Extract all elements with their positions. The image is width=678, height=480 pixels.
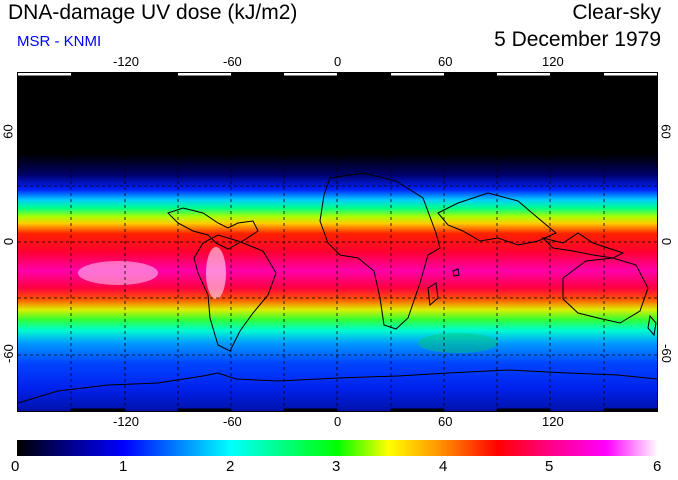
coast-island <box>452 268 460 277</box>
right-lat-tick-label: 0 <box>659 237 675 246</box>
cloudband-patch <box>418 333 498 353</box>
colorbar-tick-label: 3 <box>332 458 341 475</box>
coast-new-zealand <box>647 314 657 337</box>
left-lat-tick-label: -60 <box>0 344 16 363</box>
sky-condition-label: Clear-sky <box>572 1 661 24</box>
colorbar-tick-label: 2 <box>226 458 235 475</box>
date-label: 5 December 1979 <box>494 28 661 51</box>
bottom-lon-tick-label: 120 <box>542 414 564 429</box>
coast-antarctica <box>18 369 657 404</box>
coast-south-america <box>193 234 277 352</box>
right-lat-tick-label: 60 <box>658 124 674 139</box>
top-lon-tick-label: 0 <box>334 54 342 69</box>
bottom-lon-tick-label: 60 <box>438 414 453 429</box>
colorbar-gradient <box>17 440 658 456</box>
left-lat-tick-label: 60 <box>0 124 16 139</box>
top-lon-tick-label: -60 <box>223 54 242 69</box>
right-lat-tick-label: -60 <box>658 344 674 363</box>
colorbar-tick-label: 4 <box>439 458 448 475</box>
top-lon-tick-label: -120 <box>113 54 140 69</box>
colorbar-tick-label: 6 <box>653 458 662 475</box>
map-title: DNA-damage UV dose (kJ/m2) <box>8 1 298 24</box>
graticule <box>18 73 657 411</box>
source-label: MSR - KNMI <box>17 33 102 50</box>
colorbar-tick-label: 5 <box>545 458 554 475</box>
bottom-lon-tick-label: 0 <box>334 414 342 429</box>
colorbar-tick-label: 0 <box>11 458 20 475</box>
peak-dose-patch <box>78 261 158 285</box>
top-lon-tick-label: 60 <box>438 54 453 69</box>
left-lat-tick-label: 0 <box>1 237 17 246</box>
coast-africa <box>319 172 441 330</box>
colorbar-tick-label: 1 <box>119 458 128 475</box>
uv-dose-map-canvas <box>18 73 657 411</box>
coast-north-america <box>167 207 259 250</box>
top-lon-tick-label: 120 <box>542 54 564 69</box>
coastlines <box>18 172 657 404</box>
colorbar-canvas <box>17 440 658 456</box>
uv-dose-map <box>17 72 658 412</box>
coast-arabia-asia <box>437 192 557 246</box>
colorbar <box>17 440 658 456</box>
coast-indonesia <box>541 232 625 259</box>
bottom-lon-tick-label: -120 <box>113 414 140 429</box>
peak-dose-patch <box>206 247 226 299</box>
bottom-lon-tick-label: -60 <box>223 414 242 429</box>
